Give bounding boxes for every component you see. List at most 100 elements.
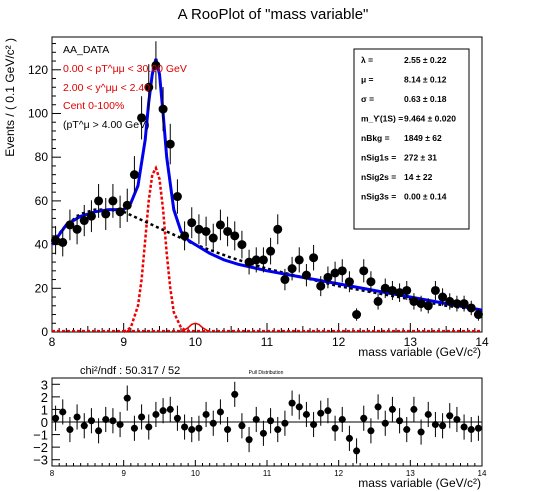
pull-point: [295, 403, 303, 411]
data-point: [108, 196, 118, 206]
data-point: [115, 207, 125, 217]
data-point: [409, 296, 419, 306]
main-x-tick-label: 9: [120, 335, 127, 349]
data-point: [194, 224, 204, 234]
pull-point: [202, 410, 210, 418]
param-value: 14 ± 22: [404, 172, 433, 182]
data-point: [180, 231, 190, 241]
pull-point: [231, 390, 239, 398]
pull-point: [259, 429, 267, 437]
main-x-tick-label: 12: [332, 335, 346, 349]
data-point: [287, 264, 297, 274]
param-name: nSig1s =: [361, 153, 396, 163]
curve-background: [51, 208, 483, 312]
pull-point: [252, 415, 260, 423]
pull-point: [130, 424, 138, 432]
main-title: A RooPlot of "mass variable": [178, 6, 369, 23]
param-name: nSig3s =: [361, 192, 396, 202]
pull-point: [388, 405, 396, 413]
data-point: [244, 257, 254, 267]
pull-point: [245, 436, 253, 444]
legend-single-muon-cut: (pT^μ > 4.00 GeV): [63, 119, 150, 131]
pull-point: [460, 423, 468, 431]
data-point: [352, 310, 362, 320]
pull-y-tick-label: −2: [33, 440, 48, 455]
pull-point: [238, 422, 246, 430]
data-point: [466, 303, 476, 313]
pull-x-tick-label: 11: [263, 469, 272, 478]
pull-point: [195, 424, 203, 432]
data-point: [144, 82, 154, 92]
data-point: [273, 224, 283, 234]
main-x-tick-label: 8: [49, 335, 56, 349]
pull-x-tick-label: 13: [406, 469, 415, 478]
pull-y-tick-label: 1: [41, 402, 48, 417]
legend-text: AA_DATA 0.00 < pT^μμ < 30.00 GeV 2.00 < …: [63, 44, 187, 131]
legend-y-cut: 2.00 < y^μμ < 2.40: [63, 82, 150, 94]
pull-x-tick-label: 8: [50, 469, 55, 478]
param-name: μ =: [361, 75, 374, 85]
data-point: [402, 285, 412, 295]
pull-point: [281, 419, 289, 427]
pull-point: [367, 427, 375, 435]
pull-point: [59, 408, 67, 416]
main-x-axis-label: mass variable (GeV/c²): [358, 345, 481, 359]
data-point: [79, 216, 89, 226]
data-point: [187, 218, 197, 228]
data-point: [387, 285, 397, 295]
data-point: [359, 266, 369, 276]
main-y-tick-label: 20: [35, 281, 49, 295]
pull-y-tick-label: −3: [33, 453, 48, 468]
pull-point: [381, 419, 389, 427]
chi2-label: chi²/ndf : 50.317 / 52: [80, 365, 180, 377]
data-point: [151, 60, 161, 70]
pull-point: [188, 426, 196, 434]
curve-upsilon-1s-: [123, 164, 189, 334]
pull-point: [95, 427, 103, 435]
pull-point: [181, 423, 189, 431]
data-point: [473, 310, 483, 320]
pull-data-points: [52, 381, 482, 464]
data-point: [366, 277, 376, 287]
main-x-tick-label: 13: [404, 335, 418, 349]
data-point: [237, 240, 247, 250]
legend-centrality: Cent 0-100%: [63, 100, 124, 112]
data-point: [323, 272, 333, 282]
pull-point: [123, 394, 131, 402]
pull-point: [224, 426, 232, 434]
main-y-tick-label: 40: [35, 238, 49, 252]
pull-point: [324, 407, 332, 415]
pull-point: [360, 414, 368, 422]
pull-point: [166, 405, 174, 413]
param-value: 0.63 ± 0.18: [404, 94, 447, 104]
data-point: [330, 268, 340, 278]
pull-point: [87, 417, 95, 425]
data-point: [223, 226, 233, 236]
pull-point: [431, 421, 439, 429]
param-value: 272 ± 31: [404, 153, 437, 163]
param-name: σ =: [361, 94, 374, 104]
data-point: [430, 285, 440, 295]
pull-x-tick-label: 9: [121, 469, 126, 478]
pull-point: [116, 421, 124, 429]
pull-point: [353, 447, 361, 455]
pull-point: [310, 421, 318, 429]
data-point: [65, 220, 75, 230]
pull-point: [403, 426, 411, 434]
data-point: [58, 237, 68, 247]
param-value: 9.464 ± 0.020: [404, 114, 456, 124]
data-point: [309, 253, 319, 263]
pull-y-tick-label: 3: [41, 377, 48, 392]
param-name: nSig2s =: [361, 172, 396, 182]
legend-dataset: AA_DATA: [63, 44, 109, 56]
pull-point: [417, 428, 425, 436]
pull-point: [52, 414, 60, 422]
pull-point: [338, 415, 346, 423]
data-point: [294, 255, 304, 265]
data-point: [137, 113, 147, 123]
main-y-tick-label: 120: [28, 63, 48, 77]
data-point: [122, 200, 132, 210]
data-point: [230, 231, 240, 241]
pull-point: [216, 408, 224, 416]
